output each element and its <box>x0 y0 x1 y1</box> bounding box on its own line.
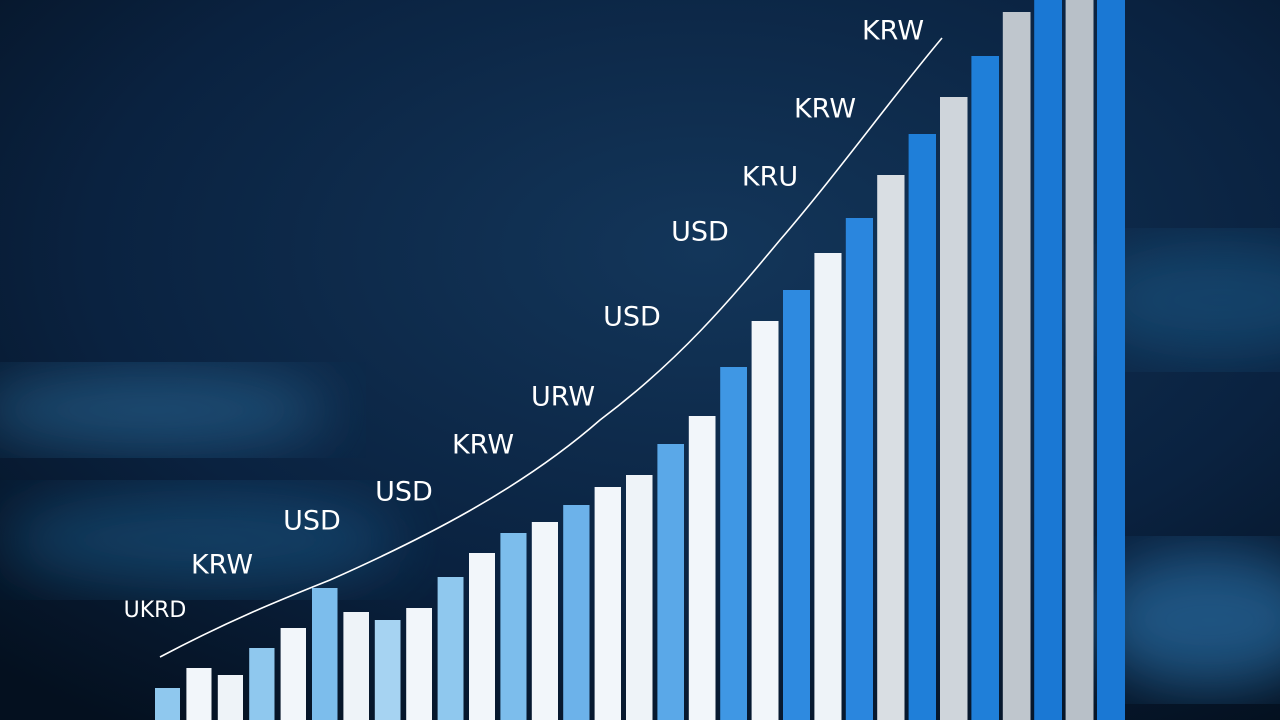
bar <box>626 475 653 720</box>
glow <box>0 370 330 450</box>
annotation: USD <box>375 477 433 508</box>
glow <box>1090 550 1280 690</box>
bar <box>1034 0 1062 720</box>
bar <box>343 612 369 720</box>
bar <box>908 134 936 720</box>
bar <box>186 668 212 720</box>
bar <box>280 628 306 720</box>
glow <box>0 490 400 590</box>
bar <box>500 533 527 720</box>
bar <box>406 608 432 720</box>
trend-line <box>159 37 943 658</box>
annotation: USD <box>283 506 341 537</box>
bar <box>688 416 716 720</box>
bar <box>720 367 747 720</box>
bar <box>940 97 968 720</box>
bar <box>155 688 180 720</box>
bar <box>1097 0 1125 720</box>
bar <box>751 321 779 720</box>
bar <box>845 218 873 720</box>
annotation: KRW <box>862 16 924 47</box>
annotation: KRW <box>452 430 514 461</box>
bar <box>469 553 495 720</box>
bar <box>657 444 684 720</box>
glow <box>1080 240 1280 360</box>
bar <box>563 505 590 720</box>
annotation: KRW <box>191 550 253 581</box>
bar <box>877 175 905 720</box>
bar <box>217 675 243 720</box>
annotation: KRU <box>742 162 798 193</box>
annotation: USD <box>671 217 729 248</box>
bar <box>594 487 621 720</box>
bar <box>1002 12 1031 720</box>
annotation: UKRD <box>124 598 187 623</box>
bar <box>374 620 401 720</box>
bar <box>437 577 464 720</box>
bar <box>249 648 275 720</box>
bar <box>814 253 842 720</box>
annotation: KRW <box>794 94 856 125</box>
bar <box>312 588 338 720</box>
bar <box>971 56 999 720</box>
bar <box>531 522 558 720</box>
bar <box>1065 0 1094 720</box>
annotation: USD <box>603 302 661 333</box>
annotation: URW <box>531 382 595 413</box>
bar <box>783 290 810 720</box>
